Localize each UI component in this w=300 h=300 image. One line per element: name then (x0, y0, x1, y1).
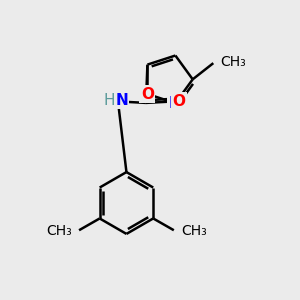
Text: CH₃: CH₃ (221, 55, 246, 69)
Text: H: H (104, 93, 116, 108)
Text: CH₃: CH₃ (46, 224, 72, 238)
Text: O: O (173, 94, 186, 109)
Text: N: N (169, 96, 182, 111)
Text: CH₃: CH₃ (181, 224, 207, 238)
Text: O: O (141, 86, 154, 101)
Text: N: N (115, 93, 128, 108)
